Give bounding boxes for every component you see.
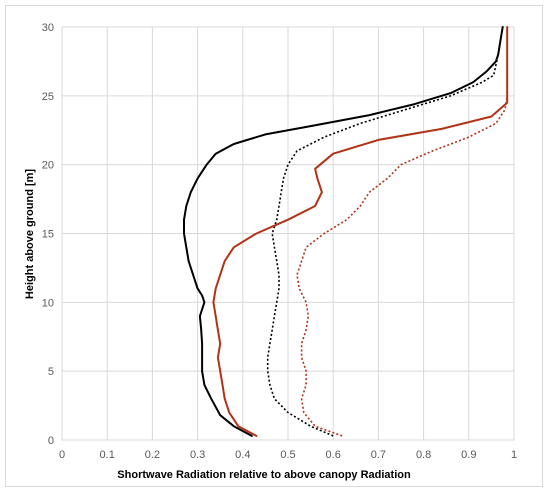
x-tick-label: 1: [511, 449, 517, 461]
x-axis-title: Shortwave Radiation relative to above ca…: [117, 469, 411, 481]
chart-frame: 0 0.1 0.2 0.3 0.4 0.5 0.6 0.7 0.8 0.9 1 0 5 10 15 20 25…: [5, 5, 543, 487]
y-tick-labels: 0 5 10 15 20 25 30: [42, 22, 54, 447]
x-tick-label: 0.6: [326, 449, 341, 461]
series-line-2: [266, 26, 504, 437]
y-tick-label: 0: [48, 435, 54, 447]
x-tick-label: 0.2: [145, 449, 160, 461]
y-tick-label: 30: [42, 22, 54, 34]
y-tick-label: 20: [42, 160, 54, 172]
x-tick-label: 0.4: [235, 449, 250, 461]
x-tick-label: 0.3: [190, 449, 205, 461]
y-tick-label: 15: [42, 229, 54, 241]
x-tick-label: 0.9: [461, 449, 476, 461]
x-tick-label: 0.8: [416, 449, 431, 461]
gridlines: [61, 26, 515, 441]
series-lines: [183, 26, 509, 437]
series-line-4: [296, 27, 508, 437]
x-tick-labels: 0 0.1 0.2 0.3 0.4 0.5 0.6 0.7 0.8 0.9 1: [59, 449, 517, 461]
x-tick-label: 0: [59, 449, 65, 461]
x-tick-label: 0.5: [280, 449, 295, 461]
series-line-3: [212, 26, 509, 437]
series-line-1: [183, 26, 504, 437]
x-tick-label: 0.1: [100, 449, 115, 461]
y-tick-label: 10: [42, 297, 54, 309]
y-axis-title: Height above ground [m]: [24, 169, 36, 300]
line-chart: 0 0.1 0.2 0.3 0.4 0.5 0.6 0.7 0.8 0.9 1 0 5 10 15 20 25…: [24, 22, 517, 481]
y-tick-label: 5: [48, 366, 54, 378]
x-tick-label: 0.7: [371, 449, 386, 461]
y-tick-label: 25: [42, 91, 54, 103]
